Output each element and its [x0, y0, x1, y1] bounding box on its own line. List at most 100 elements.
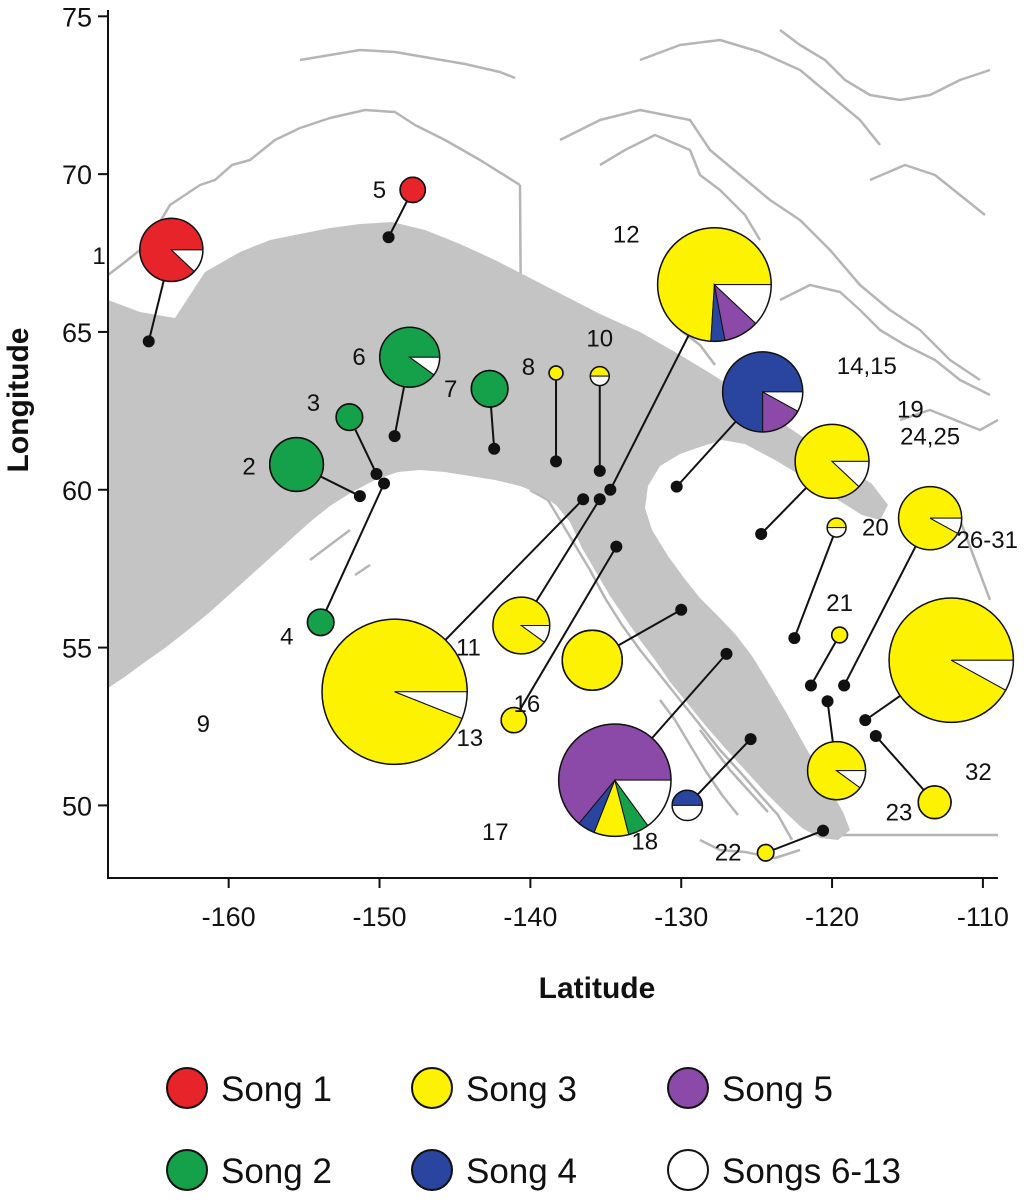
legend-label: Song 3 [466, 1070, 577, 1109]
species-range [108, 222, 910, 840]
x-axis-title: Latitude [539, 972, 656, 1005]
pie-site-26-31 [888, 597, 1015, 724]
pie-outline [321, 618, 468, 766]
pie-outline [656, 227, 772, 343]
legend-item: Song 3 [411, 1067, 577, 1109]
pie-site-2 [268, 436, 325, 493]
site-label: 11 [456, 634, 481, 661]
legend-item: Song 4 [411, 1149, 577, 1191]
pie-site-17 [557, 723, 672, 838]
legend-item: Song 5 [667, 1067, 833, 1109]
y-axis-title: Longitude [2, 328, 35, 473]
site-label: 2 [242, 454, 255, 481]
pie-site-16 [561, 629, 623, 691]
pie-outline [897, 485, 963, 551]
y-tick-label: 65 [62, 318, 92, 348]
site-label: 21 [826, 590, 853, 617]
pie-slice-songs-6-13 [671, 804, 703, 821]
legend-swatch [166, 1067, 208, 1109]
pie-site-19 [794, 423, 870, 500]
y-tick-label: 55 [62, 634, 92, 664]
x-tick-label: -130 [654, 902, 708, 932]
legend: Song 1 Song 3 Song 5 Song 2 Song 4 Songs 6-13 [166, 1067, 901, 1191]
pie-site-6 [378, 326, 441, 388]
site-points [142, 231, 882, 837]
legend-swatch [667, 1067, 709, 1109]
legend-label: Songs 6-13 [722, 1152, 901, 1191]
x-tick-label: -160 [202, 902, 256, 932]
pie-outline [268, 436, 325, 493]
site-point [755, 527, 768, 540]
pie-outline [917, 785, 952, 820]
pie-site-10 [589, 365, 610, 387]
pie-site-7 [470, 369, 509, 408]
pie-outline [561, 629, 623, 691]
pie-outline [721, 351, 804, 433]
site-label: 6 [352, 344, 365, 371]
legend-label: Song 5 [722, 1070, 833, 1109]
pie-outline [548, 365, 564, 381]
pie-site-18 [671, 789, 704, 822]
site-point [388, 430, 401, 443]
site-label: 20 [862, 515, 889, 542]
site-point [550, 455, 563, 468]
x-axis-ticks: -160 -150 -140 -130 -120 -110 [202, 878, 1009, 932]
pie-outline [399, 176, 427, 204]
legend-swatch [411, 1067, 453, 1109]
pie-site-21 [830, 626, 849, 644]
y-tick-label: 50 [62, 791, 92, 821]
pie-site-8 [548, 365, 564, 381]
x-tick-label: -140 [503, 902, 557, 932]
site-label: 26-31 [957, 527, 1018, 554]
legend-label: Song 4 [466, 1152, 577, 1191]
pie-outline [335, 403, 364, 432]
legend-item: Songs 6-13 [667, 1149, 901, 1191]
site-point [353, 490, 366, 503]
pie-site-9 [321, 618, 468, 766]
site-label: 3 [307, 390, 320, 417]
pie-site-5 [399, 176, 427, 204]
pie-site-14,15 [721, 351, 804, 433]
pie-outline [888, 597, 1015, 724]
site-point [604, 483, 617, 496]
pie-outline [794, 423, 870, 500]
y-tick-label: 60 [62, 476, 92, 506]
pie-site-32 [917, 785, 952, 820]
pie-outline [557, 723, 672, 838]
site-label: 24,25 [900, 424, 960, 451]
pie-outline [826, 517, 847, 538]
site-point [378, 477, 391, 490]
pie-outline [756, 843, 775, 862]
site-point [382, 231, 395, 244]
site-point [817, 824, 830, 837]
site-label: 18 [631, 828, 658, 855]
x-tick-label: -120 [805, 902, 859, 932]
site-point [593, 493, 606, 506]
site-point [577, 493, 590, 506]
site-point [869, 729, 882, 742]
legend-swatch [166, 1149, 208, 1191]
legend-swatch [667, 1149, 709, 1191]
pie-site-22 [756, 843, 775, 862]
site-label: 23 [886, 800, 913, 827]
site-point [142, 335, 155, 348]
site-point [370, 467, 383, 480]
pie-site-20 [826, 517, 847, 538]
site-label: 19 [897, 396, 924, 423]
pie-outline [139, 217, 204, 283]
legend-label: Song 2 [221, 1152, 332, 1191]
pie-charts [139, 176, 1015, 862]
pie-outline [671, 789, 704, 822]
site-label: 22 [715, 840, 742, 867]
pie-slice-song-3 [826, 517, 847, 529]
y-axis-ticks: 50 55 60 65 70 75 [62, 2, 108, 821]
site-label: 8 [522, 354, 535, 381]
site-point [593, 464, 606, 477]
pie-outline [306, 608, 335, 637]
pie-site-13 [500, 706, 528, 734]
pie-outline [830, 626, 849, 644]
leader-line [793, 527, 838, 639]
pie-outline [470, 369, 509, 408]
